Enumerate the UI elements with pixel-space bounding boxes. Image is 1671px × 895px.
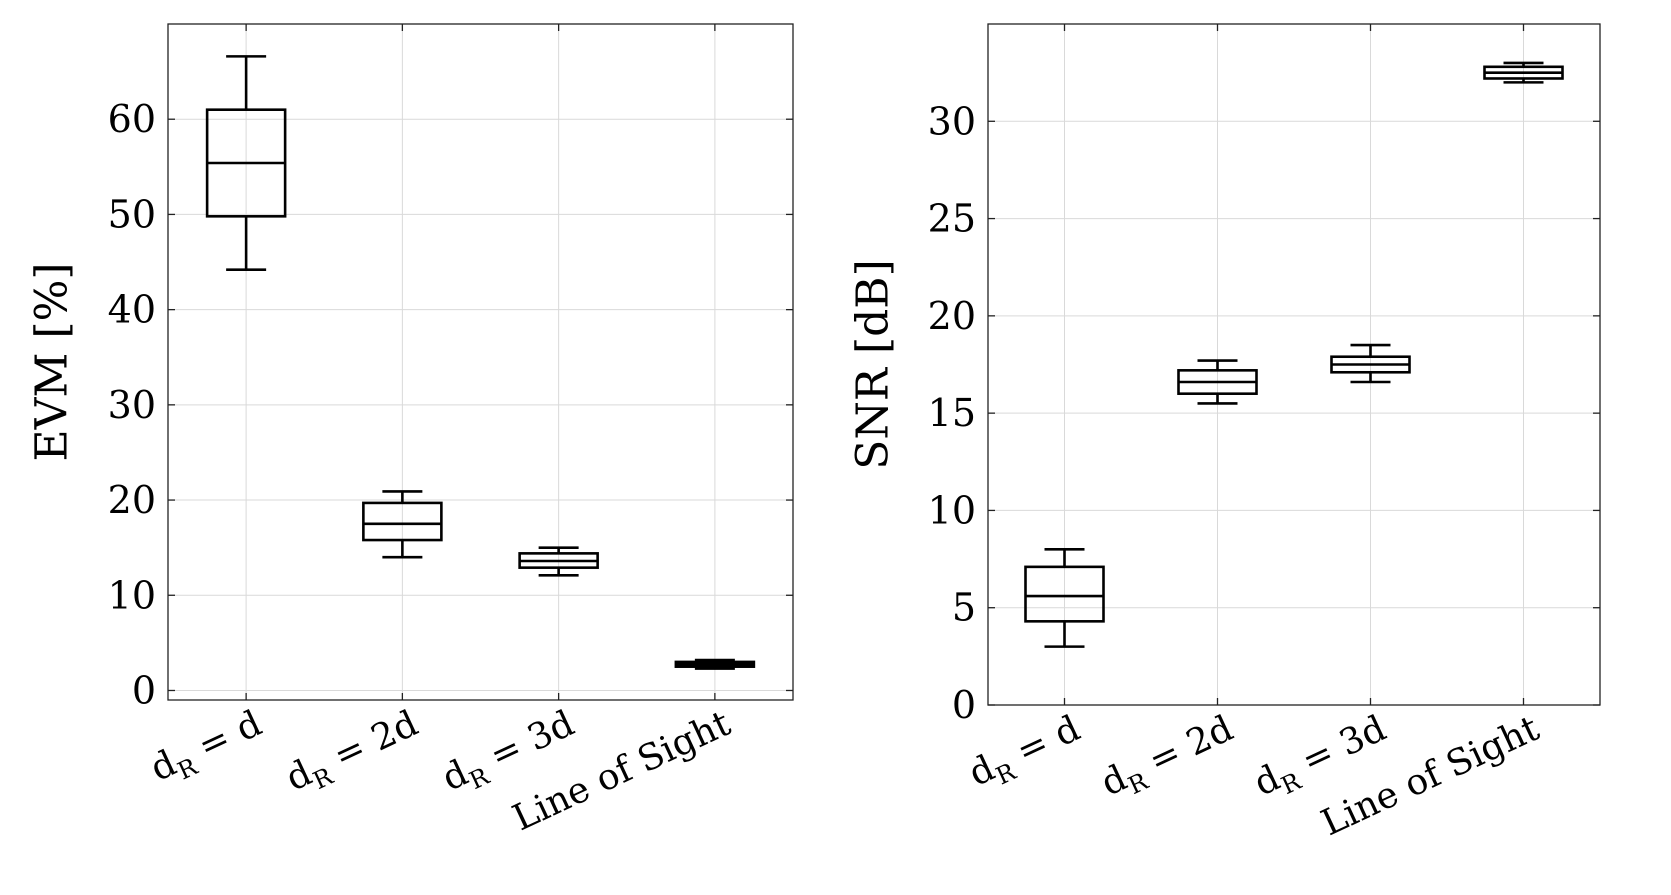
y-tick-label: 60 xyxy=(108,97,156,141)
box-plot-item xyxy=(205,55,287,271)
y-tick-label: 0 xyxy=(132,668,156,712)
y-tick-label: 15 xyxy=(928,391,976,435)
y-tick-label: 20 xyxy=(108,478,156,522)
y-tick-label: 25 xyxy=(928,197,976,241)
box-plot-item xyxy=(1330,343,1411,384)
x-category-label: dR = d xyxy=(963,708,1089,800)
y-tick-label: 50 xyxy=(108,192,156,236)
box-plot-item xyxy=(1177,359,1258,405)
iqr-box xyxy=(1024,565,1105,623)
y-tick-label: 0 xyxy=(952,683,976,727)
x-category-label: dR = 2d xyxy=(280,703,427,805)
y-tick-label: 10 xyxy=(108,573,156,617)
y-tick-label: 5 xyxy=(952,586,976,630)
iqr-box xyxy=(362,501,443,542)
y-tick-label: 30 xyxy=(108,383,156,427)
x-category-label: dR = d xyxy=(144,703,270,795)
y-tick-label: 20 xyxy=(928,294,976,338)
plot-frame xyxy=(987,23,1601,706)
box-plot-item xyxy=(518,546,599,577)
box-plot-item xyxy=(362,490,443,559)
y-tick-label: 30 xyxy=(928,99,976,143)
box-plot-item xyxy=(1024,548,1105,648)
y-axis-label: EVM [%] xyxy=(27,262,78,461)
box-plot-item xyxy=(674,658,756,670)
box-plot-item xyxy=(1483,61,1564,84)
y-axis-label: SNR [dB] xyxy=(848,259,899,470)
x-category-label: dR = 2d xyxy=(1095,708,1242,810)
plot-frame xyxy=(167,23,794,701)
y-tick-label: 40 xyxy=(108,288,156,332)
y-tick-label: 10 xyxy=(928,488,976,532)
